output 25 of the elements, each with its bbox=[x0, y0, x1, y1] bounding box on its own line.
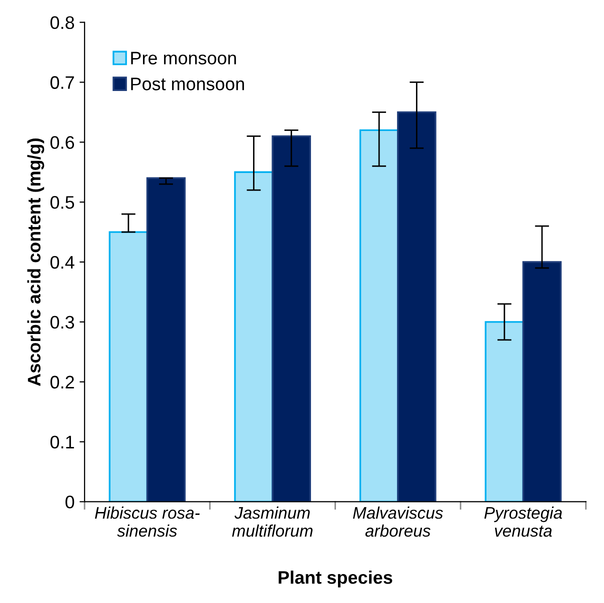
x-tick-label: Jasminum multiflorum bbox=[232, 506, 313, 537]
legend-label: Post monsoon bbox=[131, 78, 244, 90]
bar bbox=[108, 231, 148, 502]
bar bbox=[397, 111, 436, 502]
bar bbox=[484, 321, 524, 502]
x-tick-label: Hibiscus rosa- sinensis bbox=[94, 506, 200, 537]
y-tick-label: 0.8 bbox=[50, 16, 74, 30]
y-tick-label: 0.6 bbox=[50, 136, 74, 149]
y-tick-label: 0 bbox=[66, 496, 74, 508]
y-tick-label: 0.2 bbox=[50, 376, 74, 389]
bar bbox=[234, 171, 274, 502]
y-tick-label: 0.7 bbox=[50, 76, 74, 89]
x-tick-label: Malvaviscus arboreus bbox=[353, 506, 443, 537]
y-axis-title: Ascorbic acid content (mg/g) bbox=[27, 138, 44, 386]
y-tick-label: 0.1 bbox=[50, 436, 74, 448]
y-tick-label: 0.5 bbox=[50, 196, 74, 209]
legend-label: Pre monsoon bbox=[131, 52, 236, 64]
bar bbox=[522, 261, 562, 502]
y-tick-label: 0.3 bbox=[50, 316, 74, 329]
y-tick-label: 0.4 bbox=[50, 256, 74, 269]
x-tick-label: Pyrostegia venusta bbox=[484, 506, 562, 537]
bar bbox=[146, 177, 186, 502]
bar bbox=[359, 129, 399, 502]
x-axis-title: Plant species bbox=[278, 570, 392, 588]
bar bbox=[272, 135, 311, 502]
